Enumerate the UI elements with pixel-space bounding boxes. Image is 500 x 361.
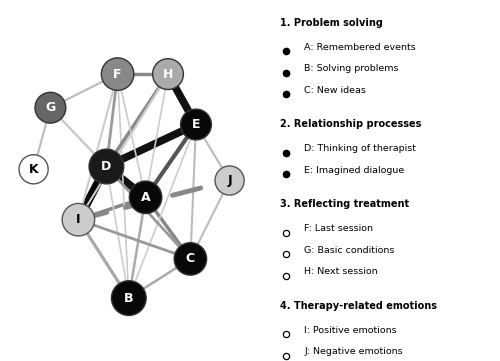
Text: A: A [141, 191, 150, 204]
Text: G: Basic conditions: G: Basic conditions [304, 245, 394, 255]
Text: 2. Relationship processes: 2. Relationship processes [280, 119, 421, 129]
Text: G: G [46, 101, 56, 114]
Text: 4. Therapy-related emotions: 4. Therapy-related emotions [280, 301, 436, 311]
Text: D: D [102, 160, 112, 173]
Circle shape [112, 281, 146, 316]
Text: J: Negative emotions: J: Negative emotions [304, 347, 403, 356]
Text: H: Next session: H: Next session [304, 267, 378, 276]
Circle shape [152, 59, 184, 90]
Circle shape [35, 92, 66, 123]
Text: F: Last session: F: Last session [304, 224, 373, 233]
Circle shape [89, 149, 124, 184]
Text: 1. Problem solving: 1. Problem solving [280, 18, 382, 28]
Text: E: E [192, 118, 200, 131]
Circle shape [215, 166, 244, 195]
Text: E: Imagined dialogue: E: Imagined dialogue [304, 166, 404, 175]
Text: K: K [29, 163, 38, 176]
Text: D: Thinking of therapist: D: Thinking of therapist [304, 144, 416, 153]
Text: 3. Reflecting treatment: 3. Reflecting treatment [280, 199, 408, 209]
Text: I: I [76, 213, 80, 226]
Circle shape [174, 243, 206, 275]
Circle shape [19, 155, 48, 184]
Text: B: B [124, 292, 134, 305]
Text: J: J [228, 174, 232, 187]
Circle shape [130, 181, 162, 214]
Text: F: F [114, 68, 122, 81]
Text: I: Positive emotions: I: Positive emotions [304, 326, 397, 335]
Circle shape [62, 204, 94, 236]
Text: B: Solving problems: B: Solving problems [304, 64, 399, 73]
Text: A: Remembered events: A: Remembered events [304, 43, 416, 52]
Circle shape [102, 58, 134, 90]
Circle shape [180, 109, 212, 140]
Text: C: C [186, 252, 195, 265]
Text: H: H [163, 68, 173, 81]
Text: C: New ideas: C: New ideas [304, 86, 366, 95]
